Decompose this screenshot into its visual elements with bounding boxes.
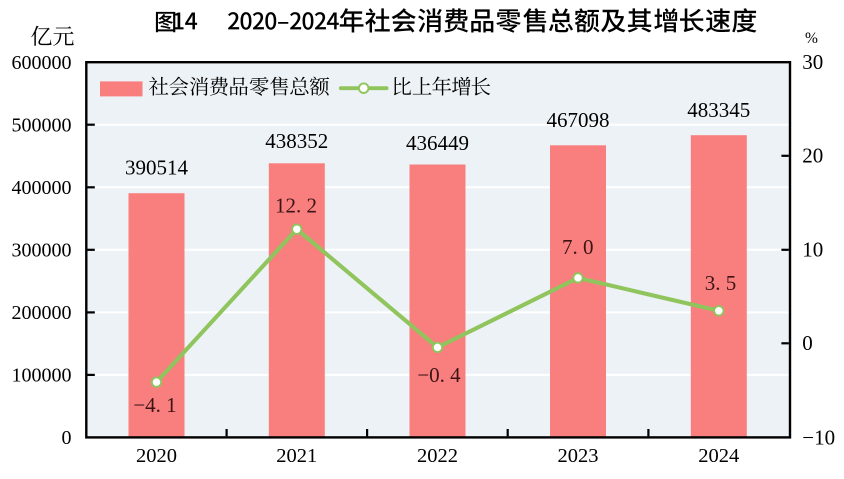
svg-text:20: 20 — [802, 144, 823, 168]
svg-text:200000: 200000 — [12, 302, 72, 324]
svg-text:467098: 467098 — [547, 108, 610, 132]
svg-text:500000: 500000 — [12, 115, 72, 137]
svg-text:7. 0: 7. 0 — [562, 235, 594, 259]
svg-text:10: 10 — [802, 238, 823, 262]
svg-text:2020: 2020 — [136, 445, 177, 467]
svg-text:300000: 300000 — [12, 240, 72, 262]
svg-text:0: 0 — [62, 427, 72, 449]
svg-text:0: 0 — [802, 331, 813, 355]
svg-text:−10: −10 — [802, 425, 835, 449]
svg-text:400000: 400000 — [12, 177, 72, 199]
svg-text:%: % — [805, 30, 818, 47]
svg-text:436449: 436449 — [406, 131, 469, 155]
svg-text:600000: 600000 — [12, 52, 72, 74]
svg-text:2024: 2024 — [698, 445, 739, 467]
svg-text:483345: 483345 — [687, 98, 750, 122]
svg-text:2021: 2021 — [276, 445, 317, 467]
svg-text:30: 30 — [802, 50, 823, 74]
svg-text:−0. 4: −0. 4 — [417, 363, 461, 387]
svg-text:2022: 2022 — [417, 445, 458, 467]
svg-text:438352: 438352 — [265, 129, 328, 153]
svg-text:12. 2: 12. 2 — [275, 194, 317, 218]
svg-text:−4. 1: −4. 1 — [133, 393, 176, 417]
svg-text:3. 5: 3. 5 — [705, 271, 737, 295]
svg-text:2023: 2023 — [558, 445, 599, 467]
svg-text:100000: 100000 — [12, 365, 72, 387]
svg-text:390514: 390514 — [125, 156, 189, 180]
